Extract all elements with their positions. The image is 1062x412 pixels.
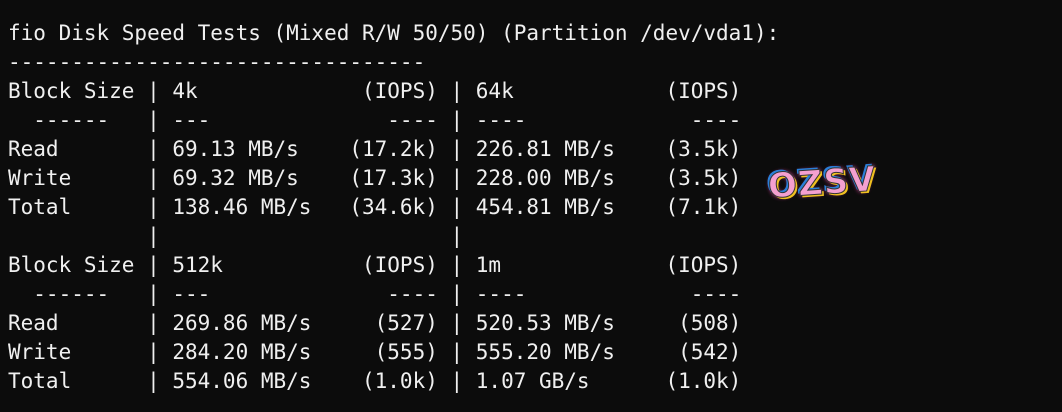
result-cell: (527)	[374, 310, 438, 335]
header-line: Block Size 4k (IOPS) 64k (IOPS) | |	[8, 77, 1008, 106]
result-cell: (7.1k)	[665, 194, 742, 219]
divider-cell: ----	[475, 107, 527, 132]
header-cell: (IOPS)	[362, 78, 438, 103]
header-cell: 64k	[475, 78, 514, 103]
result-cell: 454.81 MB/s	[475, 194, 615, 219]
divider-cell: ---	[172, 281, 211, 306]
separator: ---------------------------------	[8, 49, 426, 74]
column-separator: |	[147, 252, 160, 277]
result-cell: (3.5k)	[665, 165, 742, 190]
result-cell: Total	[8, 194, 72, 219]
result-line: Write 284.20 MB/s (555) 555.20 MB/s (542) | |	[8, 338, 1008, 367]
header-cell: (IOPS)	[665, 78, 742, 103]
result-cell: (34.6k)	[349, 194, 438, 219]
result-line: Write 69.32 MB/s (17.3k) 228.00 MB/s (3.5k) |…	[8, 164, 1008, 193]
terminal-output: fio Disk Speed Tests (Mixed R/W 50/50) (…	[8, 0, 1058, 412]
result-line: Read 69.13 MB/s (17.2k) 226.81 MB/s (3.5k) | |	[8, 135, 1008, 164]
column-separator: |	[147, 194, 160, 219]
header-cell: Block Size	[8, 252, 135, 277]
title: fio Disk Speed Tests (Mixed R/W 50/50) (…	[8, 20, 780, 45]
column-separator: |	[147, 281, 160, 306]
column-separator: |	[147, 107, 160, 132]
result-cell: Read	[8, 310, 59, 335]
result-cell: 226.81 MB/s	[475, 136, 615, 161]
column-separator: |	[147, 136, 160, 161]
result-cell: Read	[8, 136, 59, 161]
column-separator: |	[450, 281, 464, 306]
result-cell: Write	[8, 165, 72, 190]
result-cell: Total	[8, 368, 72, 393]
column-separator: |	[147, 310, 160, 335]
result-cell: 69.32 MB/s	[172, 165, 299, 190]
result-cell: 554.06 MB/s	[172, 368, 312, 393]
result-cell: (508)	[678, 310, 742, 335]
column-separator: |	[450, 78, 464, 103]
result-cell: Write	[8, 339, 72, 364]
divider-cell: ---	[172, 107, 211, 132]
header-cell: 4k	[172, 78, 198, 103]
result-cell: 138.46 MB/s	[172, 194, 312, 219]
spacer-line: | |	[8, 222, 1008, 251]
column-separator: |	[147, 223, 160, 248]
header-cell: 512k	[172, 252, 223, 277]
result-cell: (17.3k)	[349, 165, 438, 190]
title-line: fio Disk Speed Tests (Mixed R/W 50/50) (…	[8, 19, 1008, 48]
column-separator: |	[450, 223, 464, 248]
result-cell: 555.20 MB/s	[475, 339, 615, 364]
result-cell: (3.5k)	[665, 136, 742, 161]
header-line: Block Size 512k (IOPS) 1m (IOPS) | |	[8, 251, 1008, 280]
header-cell: (IOPS)	[665, 252, 742, 277]
column-separator: |	[450, 194, 464, 219]
column-separator: |	[450, 136, 464, 161]
divider-cell: ----	[690, 107, 742, 132]
result-cell: 269.86 MB/s	[172, 310, 312, 335]
divider-cell: ------	[33, 281, 110, 306]
column-separator: |	[450, 165, 464, 190]
result-line: Read 269.86 MB/s (527) 520.53 MB/s (508) | |	[8, 309, 1008, 338]
column-separator: |	[450, 339, 464, 364]
result-cell: (1.0k)	[665, 368, 742, 393]
column-separator: |	[450, 310, 464, 335]
result-cell: (17.2k)	[349, 136, 438, 161]
header-cell: Block Size	[8, 78, 135, 103]
divider-cell: ----	[387, 281, 438, 306]
result-cell: 69.13 MB/s	[172, 136, 299, 161]
result-cell: 228.00 MB/s	[475, 165, 615, 190]
column-separator: |	[147, 165, 160, 190]
result-cell: 284.20 MB/s	[172, 339, 312, 364]
header-cell: (IOPS)	[362, 252, 438, 277]
watermark: OZSV	[766, 159, 878, 207]
result-cell: (542)	[678, 339, 742, 364]
divider-cell: ------	[33, 107, 110, 132]
result-line: Total 138.46 MB/s (34.6k) 454.81 MB/s (7.1k)…	[8, 193, 1008, 222]
column-separator: |	[147, 78, 160, 103]
column-separator: |	[450, 107, 464, 132]
result-cell: (1.0k)	[362, 368, 438, 393]
result-cell: 520.53 MB/s	[475, 310, 615, 335]
divider-line: ------ --- ---- ---- ---- | |	[8, 106, 1008, 135]
result-line: Total 554.06 MB/s (1.0k) 1.07 GB/s (1.0k) | |	[8, 367, 1008, 396]
divider-cell: ----	[475, 281, 527, 306]
result-cell: (555)	[374, 339, 438, 364]
result-cell: 1.07 GB/s	[475, 368, 590, 393]
divider-cell: ----	[690, 281, 742, 306]
column-separator: |	[450, 368, 464, 393]
column-separator: |	[147, 368, 160, 393]
column-separator: |	[147, 339, 160, 364]
separator-line: ---------------------------------	[8, 48, 1008, 77]
divider-cell: ----	[387, 107, 438, 132]
header-cell: 1m	[475, 252, 502, 277]
divider-line: ------ --- ---- ---- ---- | |	[8, 280, 1008, 309]
column-separator: |	[450, 252, 464, 277]
